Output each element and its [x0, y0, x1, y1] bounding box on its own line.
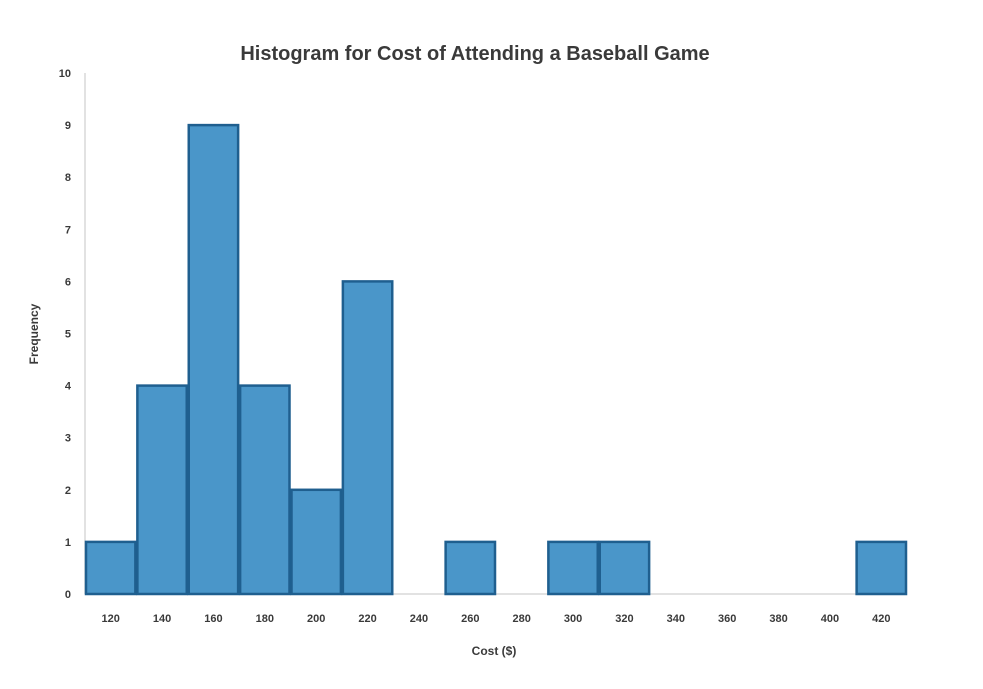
- x-tick-labels: 120 140 160 180 200 220 240 260 280 300 320 340 360 3…: [102, 613, 891, 625]
- x-tick-label: 160: [204, 613, 222, 625]
- y-tick-label: 5: [65, 329, 71, 341]
- y-tick-label: 1: [65, 537, 71, 549]
- x-tick-label: 320: [615, 613, 633, 625]
- x-tick-label: 280: [513, 613, 531, 625]
- histogram-bar: [238, 384, 291, 596]
- x-tick-label: 300: [564, 613, 582, 625]
- histogram-bar: [84, 540, 137, 596]
- histogram-bar: [598, 540, 651, 596]
- y-tick-label: 9: [65, 120, 71, 132]
- x-tick-label: 180: [256, 613, 274, 625]
- x-tick-label: 340: [667, 613, 685, 625]
- y-tick-label: 10: [59, 68, 71, 80]
- y-tick-label: 3: [65, 433, 71, 445]
- x-tick-label: 120: [102, 613, 120, 625]
- x-tick-label: 220: [358, 613, 376, 625]
- x-tick-label: 140: [153, 613, 171, 625]
- histogram-bar: [855, 540, 908, 596]
- x-tick-label: 420: [872, 613, 890, 625]
- x-tick-label: 240: [410, 613, 428, 625]
- y-tick-label: 8: [65, 172, 71, 184]
- histogram-bar: [290, 488, 343, 596]
- histogram-bar: [187, 123, 240, 596]
- y-tick-label: 4: [65, 381, 72, 393]
- x-tick-label: 260: [461, 613, 479, 625]
- x-tick-label: 380: [769, 613, 787, 625]
- chart-title: Histogram for Cost of Attending a Baseba…: [240, 43, 709, 65]
- y-tick-label: 6: [65, 276, 71, 288]
- y-tick-label: 2: [65, 485, 71, 497]
- histogram-bar: [136, 384, 188, 596]
- y-tick-label: 7: [65, 224, 71, 236]
- y-axis-label: Frequency: [27, 303, 41, 364]
- x-tick-label: 400: [821, 613, 839, 625]
- histogram-bar: [547, 540, 599, 596]
- y-tick-labels: 0 1 2 3 4 5 6 7 8 9 10: [59, 68, 72, 601]
- x-tick-label: 200: [307, 613, 325, 625]
- x-axis-label: Cost ($): [472, 644, 517, 658]
- y-tick-label: 0: [65, 589, 71, 601]
- histogram-bar: [341, 280, 394, 596]
- bars-group: [84, 123, 908, 596]
- histogram-bar: [444, 540, 497, 596]
- x-tick-label: 360: [718, 613, 736, 625]
